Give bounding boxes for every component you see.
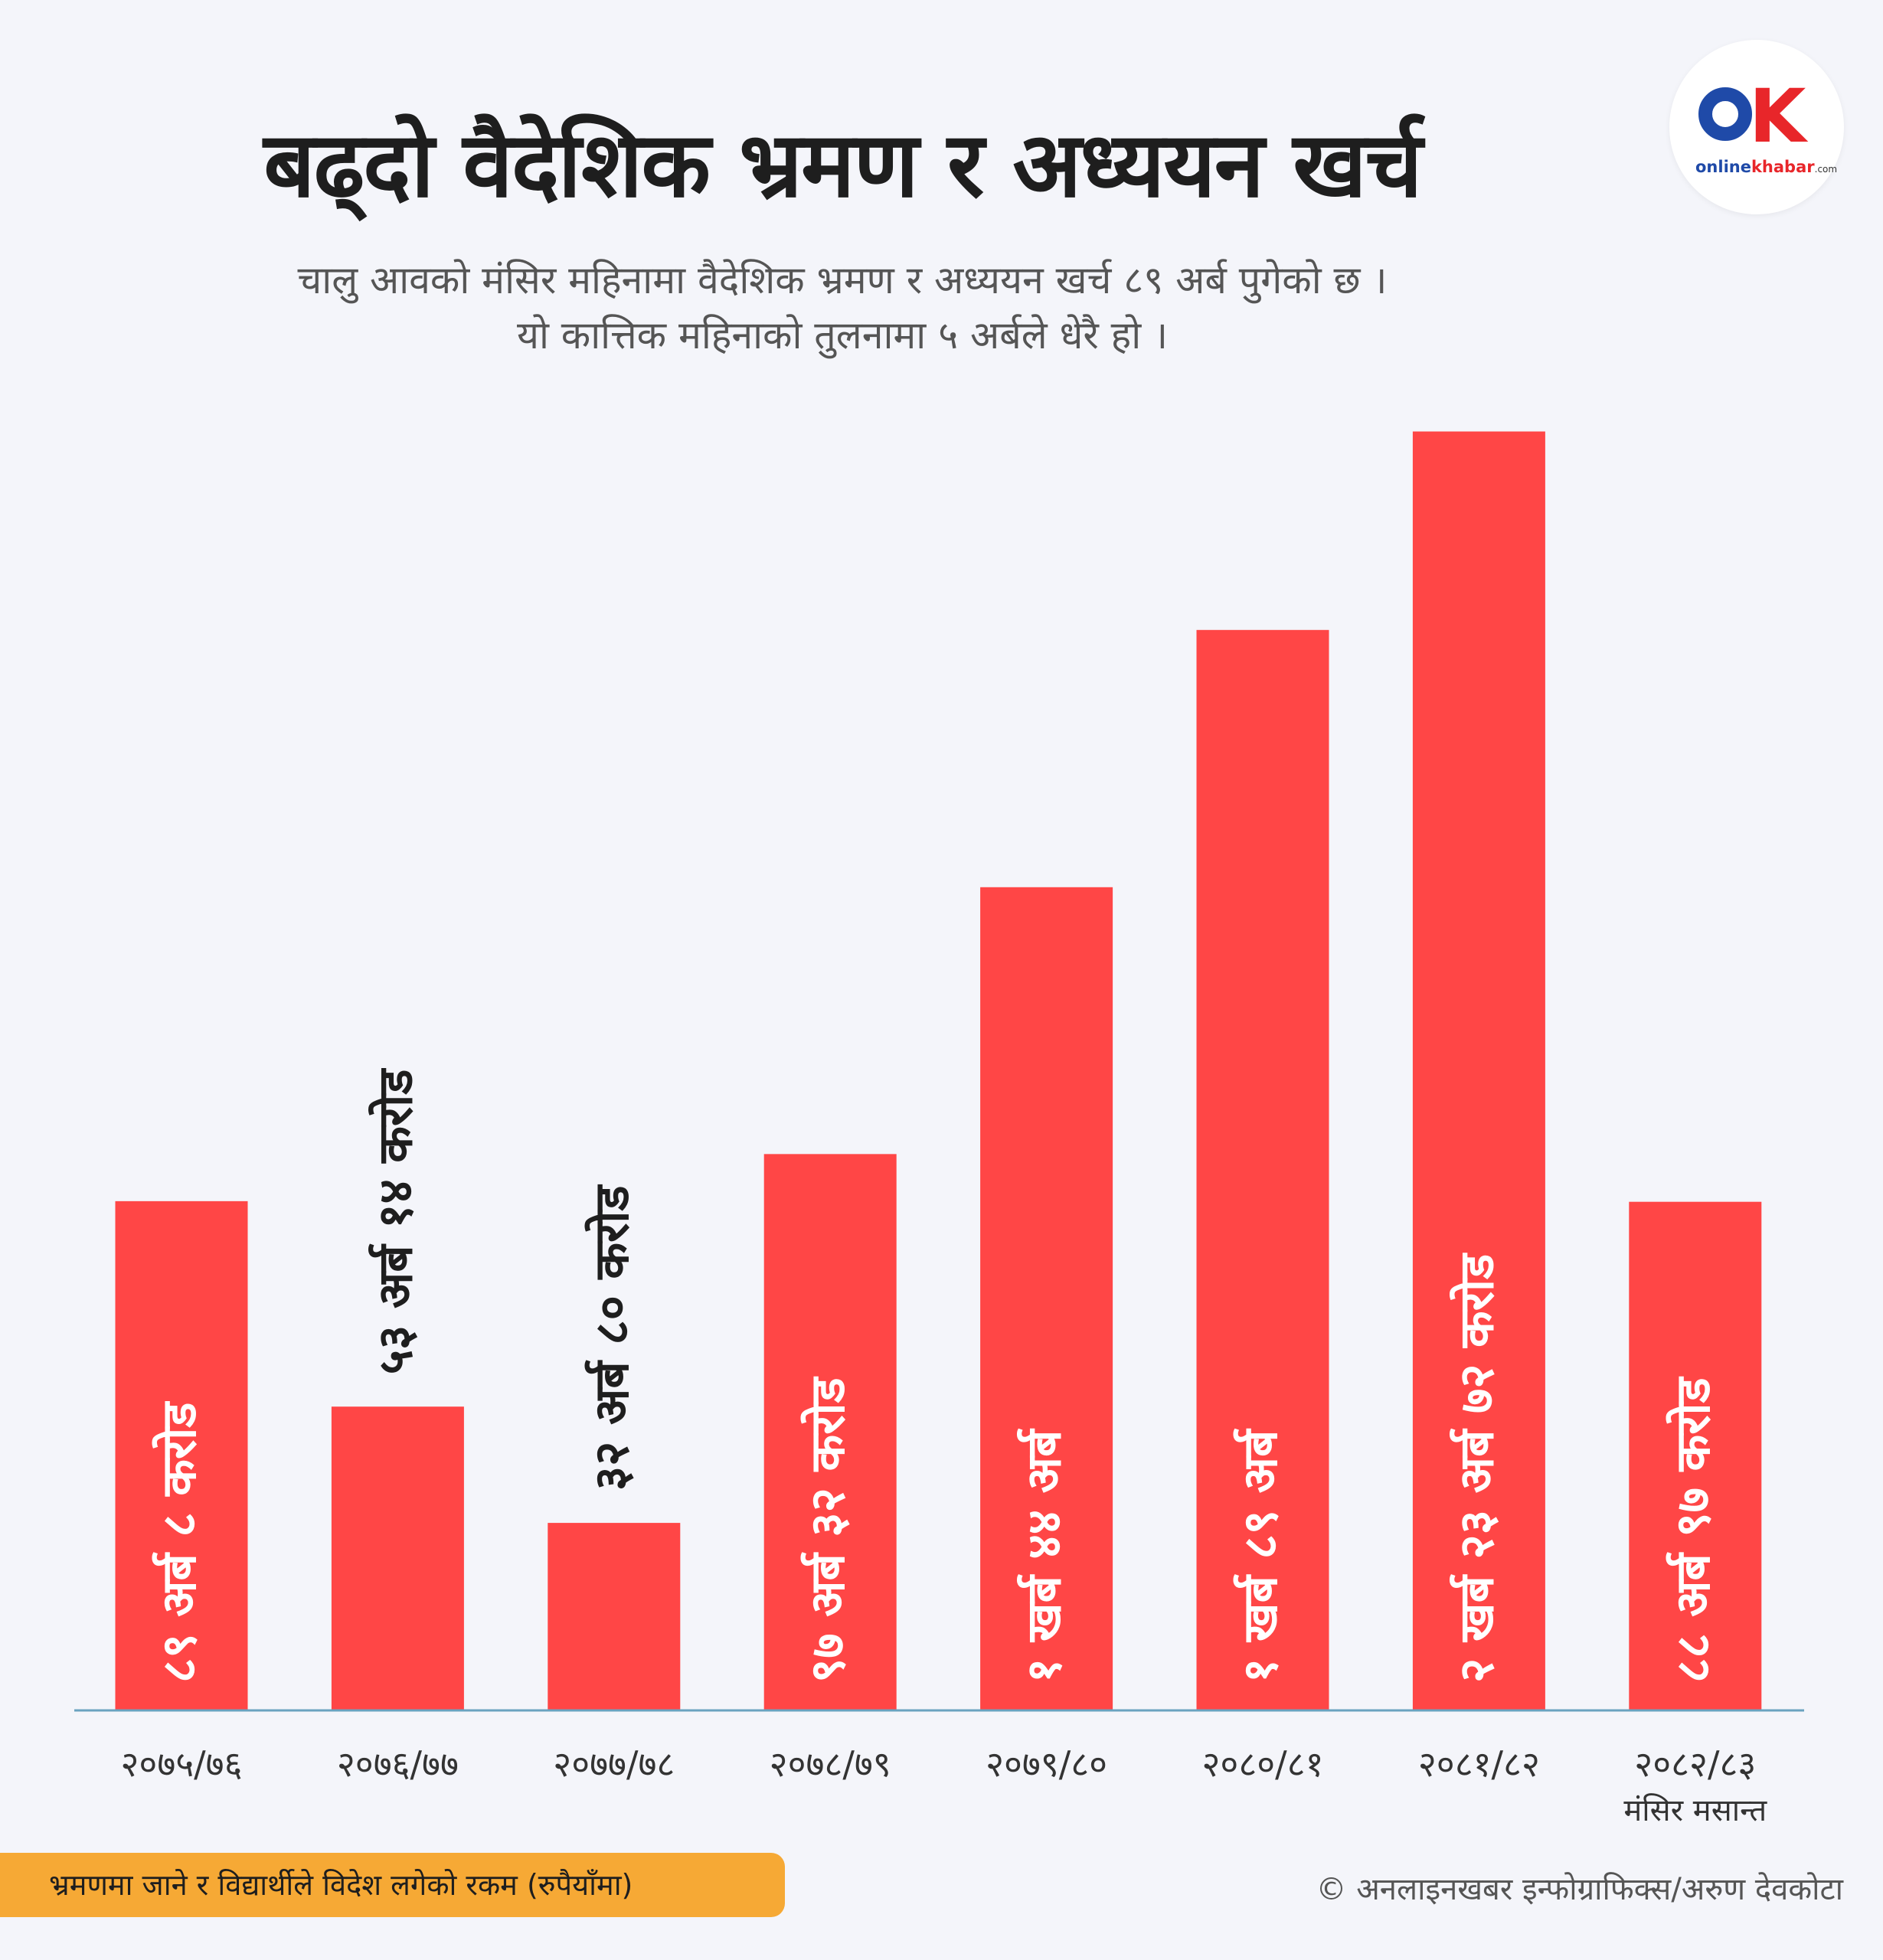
logo-wordmark-com: .com <box>1814 164 1838 175</box>
bar-value-label-2: ५३ अर्ब १४ करोड <box>367 1068 423 1375</box>
onlinekhabar-logo: K onlinekhabar.com <box>1669 40 1844 214</box>
bar-7 <box>1412 431 1545 1710</box>
bar-value-label-5: १ खर्ब ४४ अर्ब <box>1016 1428 1072 1683</box>
infographic-credit: © अनलाइनखबर इन्फोग्राफिक्स/अरुण देवकोटा <box>1316 1872 1843 1907</box>
x-tick-label-3: २०७७/७८ <box>553 1743 675 1785</box>
logo-wordmark-khabar: khabar <box>1751 158 1815 176</box>
bar-3 <box>548 1523 681 1710</box>
x-tick-label-2: २०७६/७७ <box>337 1743 459 1785</box>
bar-8 <box>1629 1201 1762 1710</box>
x-tick-label-8: २०८२/८३ <box>1634 1743 1756 1785</box>
logo-wordmark: onlinekhabar.com <box>1695 158 1837 176</box>
bar-5 <box>980 887 1113 1710</box>
subtitle-line-1: चालु आवको मंसिर महिनामा वैदेशिक भ्रमण र … <box>297 258 1388 302</box>
x-tick-label-7: २०८१/८२ <box>1418 1743 1540 1785</box>
footer-note: भ्रमणमा जाने र विद्यार्थीले विदेश लगेको … <box>0 1853 785 1917</box>
x-tick-label-1: २०७५/७६ <box>120 1743 242 1785</box>
bar-value-label-8: ८८ अर्ब ९७ करोड <box>1665 1376 1721 1683</box>
bar-6 <box>1196 629 1329 1710</box>
chart-subtitle: चालु आवको मंसिर महिनामा वैदेशिक भ्रमण र … <box>0 253 1685 363</box>
logo-wordmark-online: online <box>1695 158 1751 176</box>
x-tick-label-5: २०७९/८० <box>986 1743 1107 1785</box>
logo-k-mark: K <box>1749 74 1806 159</box>
bar-1 <box>115 1200 248 1710</box>
subtitle-line-2: यो कात्तिक महिनाको तुलनामा ५ अर्बले धेरै… <box>516 313 1169 358</box>
bar-value-label-6: १ खर्ब ८९ अर्ब <box>1232 1428 1288 1683</box>
logo-o-mark <box>1698 87 1752 141</box>
x-tick-label-6: २०८०/८१ <box>1201 1743 1323 1785</box>
x-tick-label-4: २०७८/७९ <box>770 1743 891 1785</box>
bar-2 <box>331 1406 464 1710</box>
bar-4 <box>763 1154 897 1710</box>
bar-value-label-1: ८९ अर्ब ८ करोड <box>151 1401 207 1683</box>
bar-value-label-3: ३२ अर्ब ८० करोड <box>584 1184 639 1491</box>
x-tick-sublabel-8: मंसिर मसान्त <box>1623 1793 1767 1828</box>
bar-value-label-4: ९७ अर्ब ३२ करोड <box>799 1376 855 1683</box>
chart-title: बढ्दो वैदेशिक भ्रमण र अध्ययन खर्च <box>263 112 1423 217</box>
bar-value-label-7: २ खर्ब २३ अर्ब ७२ करोड <box>1448 1253 1504 1683</box>
